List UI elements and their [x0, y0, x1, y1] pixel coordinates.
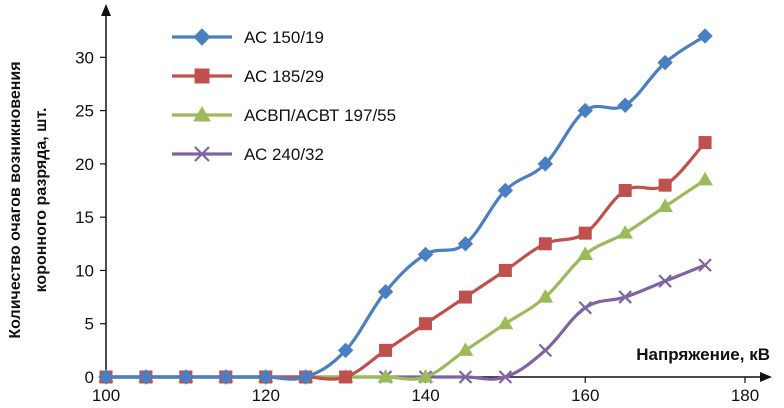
data-point	[339, 370, 353, 384]
data-point	[497, 315, 514, 330]
data-point	[618, 184, 632, 198]
series-4	[99, 258, 712, 384]
x-tick-label: 100	[92, 386, 120, 405]
y-tick-label: 5	[85, 315, 94, 334]
legend-item: АС 185/29	[172, 67, 324, 86]
data-point	[657, 54, 673, 71]
y-axis-arrow	[101, 4, 111, 16]
x-tick-label: 160	[571, 386, 599, 405]
y-tick-label: 15	[75, 208, 94, 227]
data-point	[577, 102, 593, 119]
series-line	[104, 140, 707, 381]
data-point	[657, 198, 673, 212]
data-point	[419, 317, 432, 331]
data-point	[258, 369, 274, 385]
y-tick-label: 25	[75, 102, 94, 121]
legend-marker	[193, 28, 211, 46]
data-point	[457, 236, 474, 252]
y-tick-label: 10	[75, 261, 94, 280]
legend-item: АС 150/19	[172, 28, 324, 47]
legend: АС 150/19 АС 185/29 АСВП/АСВТ 197/55 АС 240…	[172, 28, 396, 164]
data-point	[218, 369, 234, 385]
data-point	[618, 290, 632, 304]
data-point	[377, 284, 394, 300]
legend-marker	[193, 105, 211, 122]
data-point-stroke-b	[658, 274, 672, 288]
series-line	[104, 263, 707, 381]
data-point	[538, 343, 553, 358]
y-tick-label: 0	[85, 368, 94, 387]
legend-marker	[194, 68, 210, 84]
data-point-stroke-b	[458, 370, 473, 384]
y-tick-label: 30	[75, 48, 94, 67]
data-point	[658, 178, 672, 192]
series-line	[104, 178, 707, 381]
data-point	[498, 263, 512, 277]
data-point	[698, 258, 712, 272]
data-point	[337, 342, 354, 359]
series-3	[98, 171, 713, 383]
data-point	[697, 28, 713, 44]
data-point	[498, 370, 513, 384]
legend-marker-stroke-b	[194, 146, 210, 162]
data-point	[138, 369, 154, 385]
data-point	[697, 171, 713, 186]
series-line	[104, 34, 707, 381]
data-point	[537, 289, 554, 303]
data-point	[577, 246, 594, 260]
series-2	[99, 136, 712, 384]
data-point	[417, 246, 434, 263]
data-point	[538, 237, 552, 251]
x-axis-arrow	[760, 372, 772, 382]
data-point-stroke-b	[698, 258, 712, 272]
legend-marker	[194, 146, 210, 162]
data-point	[297, 369, 314, 385]
legend-item: АС 240/32	[172, 145, 324, 164]
data-point	[537, 156, 554, 172]
y-axis-label-line-1: Количество очагов возникновения	[7, 61, 24, 338]
y-tick-labels: 0 5 10 15 20 25 30	[75, 48, 106, 387]
data-point-stroke-b	[618, 290, 632, 304]
data-point	[578, 226, 592, 240]
data-point-stroke-b	[538, 343, 553, 358]
x-axis-label: Напряжение, кВ	[636, 345, 770, 364]
data-point	[379, 343, 393, 357]
data-point	[497, 182, 514, 199]
data-point	[617, 225, 634, 239]
data-point	[617, 97, 633, 113]
y-axis-label: Количество очагов возникновения коронног…	[7, 61, 50, 338]
data-point	[458, 370, 473, 384]
series-1	[98, 28, 713, 385]
axes	[101, 4, 772, 382]
legend-label: АС 185/29	[244, 67, 324, 86]
data-point	[417, 369, 434, 383]
data-point-stroke-b	[498, 370, 513, 384]
x-tick-label: 180	[731, 386, 759, 405]
legend-label: АСВП/АСВТ 197/55	[244, 106, 396, 125]
data-point	[658, 274, 672, 288]
data-point	[98, 369, 114, 385]
data-point	[457, 342, 474, 356]
legend-label: АС 240/32	[244, 145, 324, 164]
y-tick-label: 20	[75, 155, 94, 174]
data-point	[698, 136, 712, 150]
data-point	[578, 300, 593, 315]
data-point	[458, 290, 472, 304]
x-tick-label: 140	[411, 386, 439, 405]
data-point-stroke-b	[578, 300, 593, 315]
legend-item: АСВП/АСВТ 197/55	[172, 105, 396, 125]
y-axis-label-line-2: коронного разряда, шт.	[33, 108, 50, 293]
series-layer	[98, 28, 713, 385]
x-tick-label: 120	[252, 386, 280, 405]
legend-label: АС 150/19	[244, 28, 324, 47]
data-point	[178, 369, 194, 385]
data-point	[377, 369, 394, 383]
